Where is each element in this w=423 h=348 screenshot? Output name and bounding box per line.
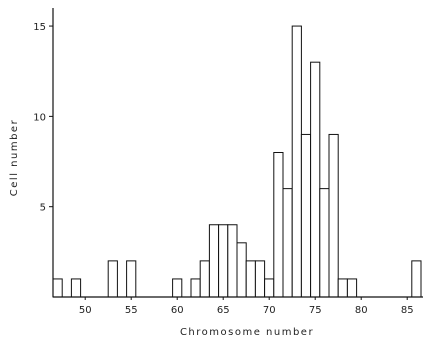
x-axis-label: Chromosome number	[180, 327, 314, 338]
y-axis-label: Cell number	[9, 119, 20, 196]
bar-62	[190, 278, 201, 298]
bar-71	[273, 152, 284, 298]
bar-75	[310, 61, 321, 298]
bar-86	[411, 260, 422, 298]
y-ticks-group: 5 10 15	[33, 22, 53, 214]
bar-53	[107, 260, 118, 298]
bar-70	[264, 278, 275, 298]
bar-79	[346, 278, 358, 298]
bar-65	[218, 224, 229, 298]
x-tick-label-55: 55	[125, 305, 138, 316]
bar-66	[227, 224, 238, 298]
bar-68	[245, 260, 256, 298]
bar-69	[254, 260, 266, 298]
y-tick-label-5: 5	[40, 203, 46, 214]
bar-78	[337, 278, 348, 298]
bars-group	[52, 25, 422, 298]
bar-55	[126, 260, 137, 298]
y-tick-label-15: 15	[33, 22, 46, 33]
x-tick-label-65: 65	[217, 305, 230, 316]
bar-72	[282, 188, 293, 298]
bar-77	[328, 133, 339, 298]
bar-76	[319, 188, 330, 298]
bar-64	[208, 224, 220, 298]
bar-73	[291, 25, 302, 298]
bar-63	[199, 260, 210, 298]
bar-74	[300, 133, 312, 298]
y-tick-label-10: 10	[33, 112, 46, 123]
x-tick-label-75: 75	[309, 305, 322, 316]
x-tick-label-70: 70	[263, 305, 276, 316]
x-tick-label-60: 60	[171, 305, 184, 316]
bar-47	[52, 278, 63, 298]
x-tick-label-85: 85	[401, 305, 414, 316]
x-tick-label-80: 80	[355, 305, 368, 316]
x-tick-label-50: 50	[79, 305, 92, 316]
bar-67	[236, 242, 247, 298]
bar-49	[70, 278, 82, 298]
x-ticks-group: 50 55 60 65 70 75 80 85	[79, 297, 414, 316]
bar-60	[172, 278, 183, 298]
